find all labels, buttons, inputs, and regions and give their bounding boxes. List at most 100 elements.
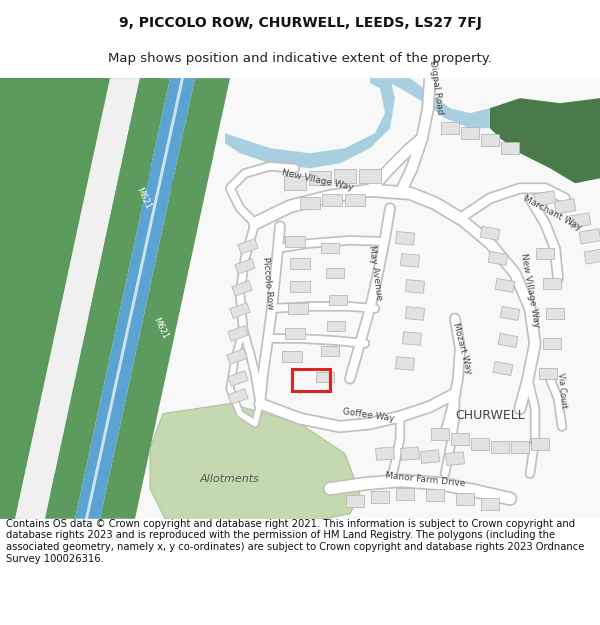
Text: CHURWELL: CHURWELL (455, 409, 525, 422)
Bar (406, 279, 424, 293)
Polygon shape (490, 118, 600, 148)
Bar (471, 438, 489, 449)
Bar (579, 229, 600, 244)
Bar (376, 447, 394, 461)
Bar (396, 488, 414, 500)
Bar (495, 278, 515, 292)
Bar (345, 194, 365, 206)
Polygon shape (15, 78, 140, 519)
Bar (493, 361, 513, 376)
Bar (327, 321, 345, 331)
Bar (498, 334, 518, 348)
Bar (285, 328, 305, 339)
Bar (543, 338, 561, 349)
Bar (321, 346, 339, 356)
Bar (228, 371, 248, 386)
Bar (446, 452, 464, 466)
Polygon shape (135, 78, 600, 519)
Bar (326, 268, 344, 278)
Text: May Avenue: May Avenue (367, 244, 383, 301)
Bar (329, 296, 347, 306)
Bar (334, 169, 356, 183)
Bar (511, 441, 529, 452)
Polygon shape (20, 78, 220, 519)
Bar (288, 303, 308, 314)
Bar (284, 176, 306, 190)
Text: Via Court: Via Court (556, 372, 568, 409)
Bar (371, 491, 389, 502)
Bar (491, 441, 509, 452)
Bar (421, 450, 439, 463)
Bar (228, 389, 248, 404)
Polygon shape (20, 138, 220, 519)
Text: New Village Way: New Village Way (519, 253, 541, 329)
Polygon shape (0, 78, 110, 519)
Bar (300, 198, 320, 209)
Text: Marchant Way: Marchant Way (523, 194, 584, 232)
Bar (431, 428, 449, 439)
Polygon shape (0, 78, 95, 519)
Bar (238, 239, 258, 254)
Bar (235, 259, 255, 274)
Bar (451, 432, 469, 444)
Text: Digpal Road: Digpal Road (428, 60, 444, 115)
Bar (461, 127, 479, 139)
Polygon shape (490, 98, 600, 183)
Bar (481, 498, 499, 510)
Polygon shape (390, 78, 500, 128)
Bar (569, 213, 591, 228)
Bar (546, 308, 564, 319)
Polygon shape (100, 78, 230, 519)
Bar (554, 199, 576, 214)
Bar (481, 134, 499, 146)
Bar (584, 249, 600, 264)
Bar (395, 357, 415, 370)
Bar (292, 369, 330, 391)
Bar (346, 495, 364, 507)
Text: M621: M621 (134, 186, 152, 211)
Text: 9, PICCOLO ROW, CHURWELL, LEEDS, LS27 7FJ: 9, PICCOLO ROW, CHURWELL, LEEDS, LS27 7F… (119, 16, 481, 31)
Bar (322, 194, 342, 206)
Polygon shape (45, 78, 170, 519)
Text: Manor Farm Drive: Manor Farm Drive (385, 471, 466, 489)
Bar (401, 254, 419, 267)
Bar (456, 492, 474, 505)
Text: Goffee Way: Goffee Way (341, 408, 394, 424)
Polygon shape (75, 78, 195, 519)
Bar (539, 368, 557, 379)
Bar (480, 226, 500, 241)
Bar (395, 232, 415, 245)
Bar (285, 236, 305, 247)
Polygon shape (5, 78, 160, 519)
Bar (290, 258, 310, 269)
Bar (230, 302, 250, 318)
Bar (531, 438, 549, 449)
Text: M621: M621 (151, 316, 169, 341)
Bar (501, 142, 519, 154)
Text: Contains OS data © Crown copyright and database right 2021. This information is : Contains OS data © Crown copyright and d… (6, 519, 584, 564)
Bar (406, 307, 424, 320)
Bar (426, 489, 444, 501)
Bar (500, 306, 520, 321)
Bar (309, 171, 331, 185)
Text: Map shows position and indicative extent of the property.: Map shows position and indicative extent… (108, 52, 492, 65)
Bar (290, 281, 310, 292)
Bar (403, 332, 421, 345)
Polygon shape (150, 404, 360, 524)
Bar (227, 349, 247, 364)
Bar (228, 326, 248, 341)
Bar (359, 169, 381, 183)
Bar (282, 351, 302, 362)
Bar (536, 248, 554, 259)
Text: Allotments: Allotments (200, 474, 260, 484)
Bar (401, 447, 419, 461)
Polygon shape (85, 78, 184, 519)
Bar (441, 122, 459, 134)
Bar (316, 371, 334, 381)
Bar (534, 191, 556, 206)
Polygon shape (225, 78, 395, 168)
Text: New Vllage Way: New Vllage Way (281, 168, 355, 192)
Text: Mozart Way: Mozart Way (451, 322, 473, 376)
Bar (543, 278, 561, 289)
Text: Piccolo Row: Piccolo Row (261, 257, 275, 311)
